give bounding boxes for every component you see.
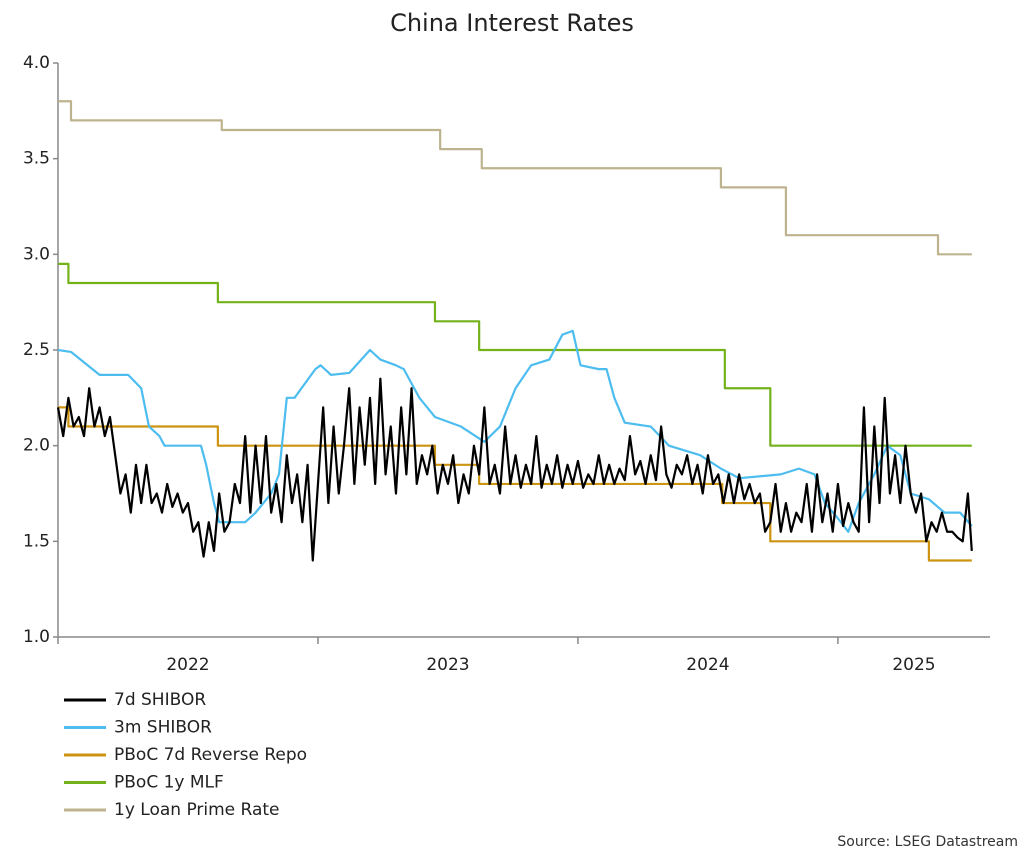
series-line: [58, 406, 972, 562]
y-tick-label: 2.0: [23, 436, 50, 456]
y-tick-label: 2.5: [23, 340, 50, 360]
x-tick-label: 2024: [686, 655, 729, 675]
series-line: [57, 329, 973, 533]
x-tick-label: 2022: [166, 655, 209, 675]
series-line: [56, 377, 973, 562]
x-tick-label: 2025: [892, 655, 935, 675]
legend-label: 3m SHIBOR: [114, 718, 212, 738]
legend-label: PBoC 1y MLF: [114, 773, 224, 793]
series-line: [58, 262, 972, 447]
chart-title: China Interest Rates: [390, 9, 634, 37]
x-tick-label: 2023: [426, 655, 469, 675]
legend-label: PBoC 7d Reverse Repo: [114, 745, 307, 765]
y-tick-label: 1.0: [23, 627, 50, 647]
y-tick-label: 3.5: [23, 149, 50, 169]
source-note: Source: LSEG Datastream: [837, 834, 1018, 850]
legend-label: 7d SHIBOR: [114, 690, 206, 710]
y-tick-label: 3.0: [23, 244, 50, 264]
y-tick-label: 4.0: [23, 53, 50, 73]
series-line: [58, 100, 972, 256]
legend-label: 1y Loan Prime Rate: [114, 800, 280, 820]
y-tick-label: 1.5: [23, 531, 50, 551]
